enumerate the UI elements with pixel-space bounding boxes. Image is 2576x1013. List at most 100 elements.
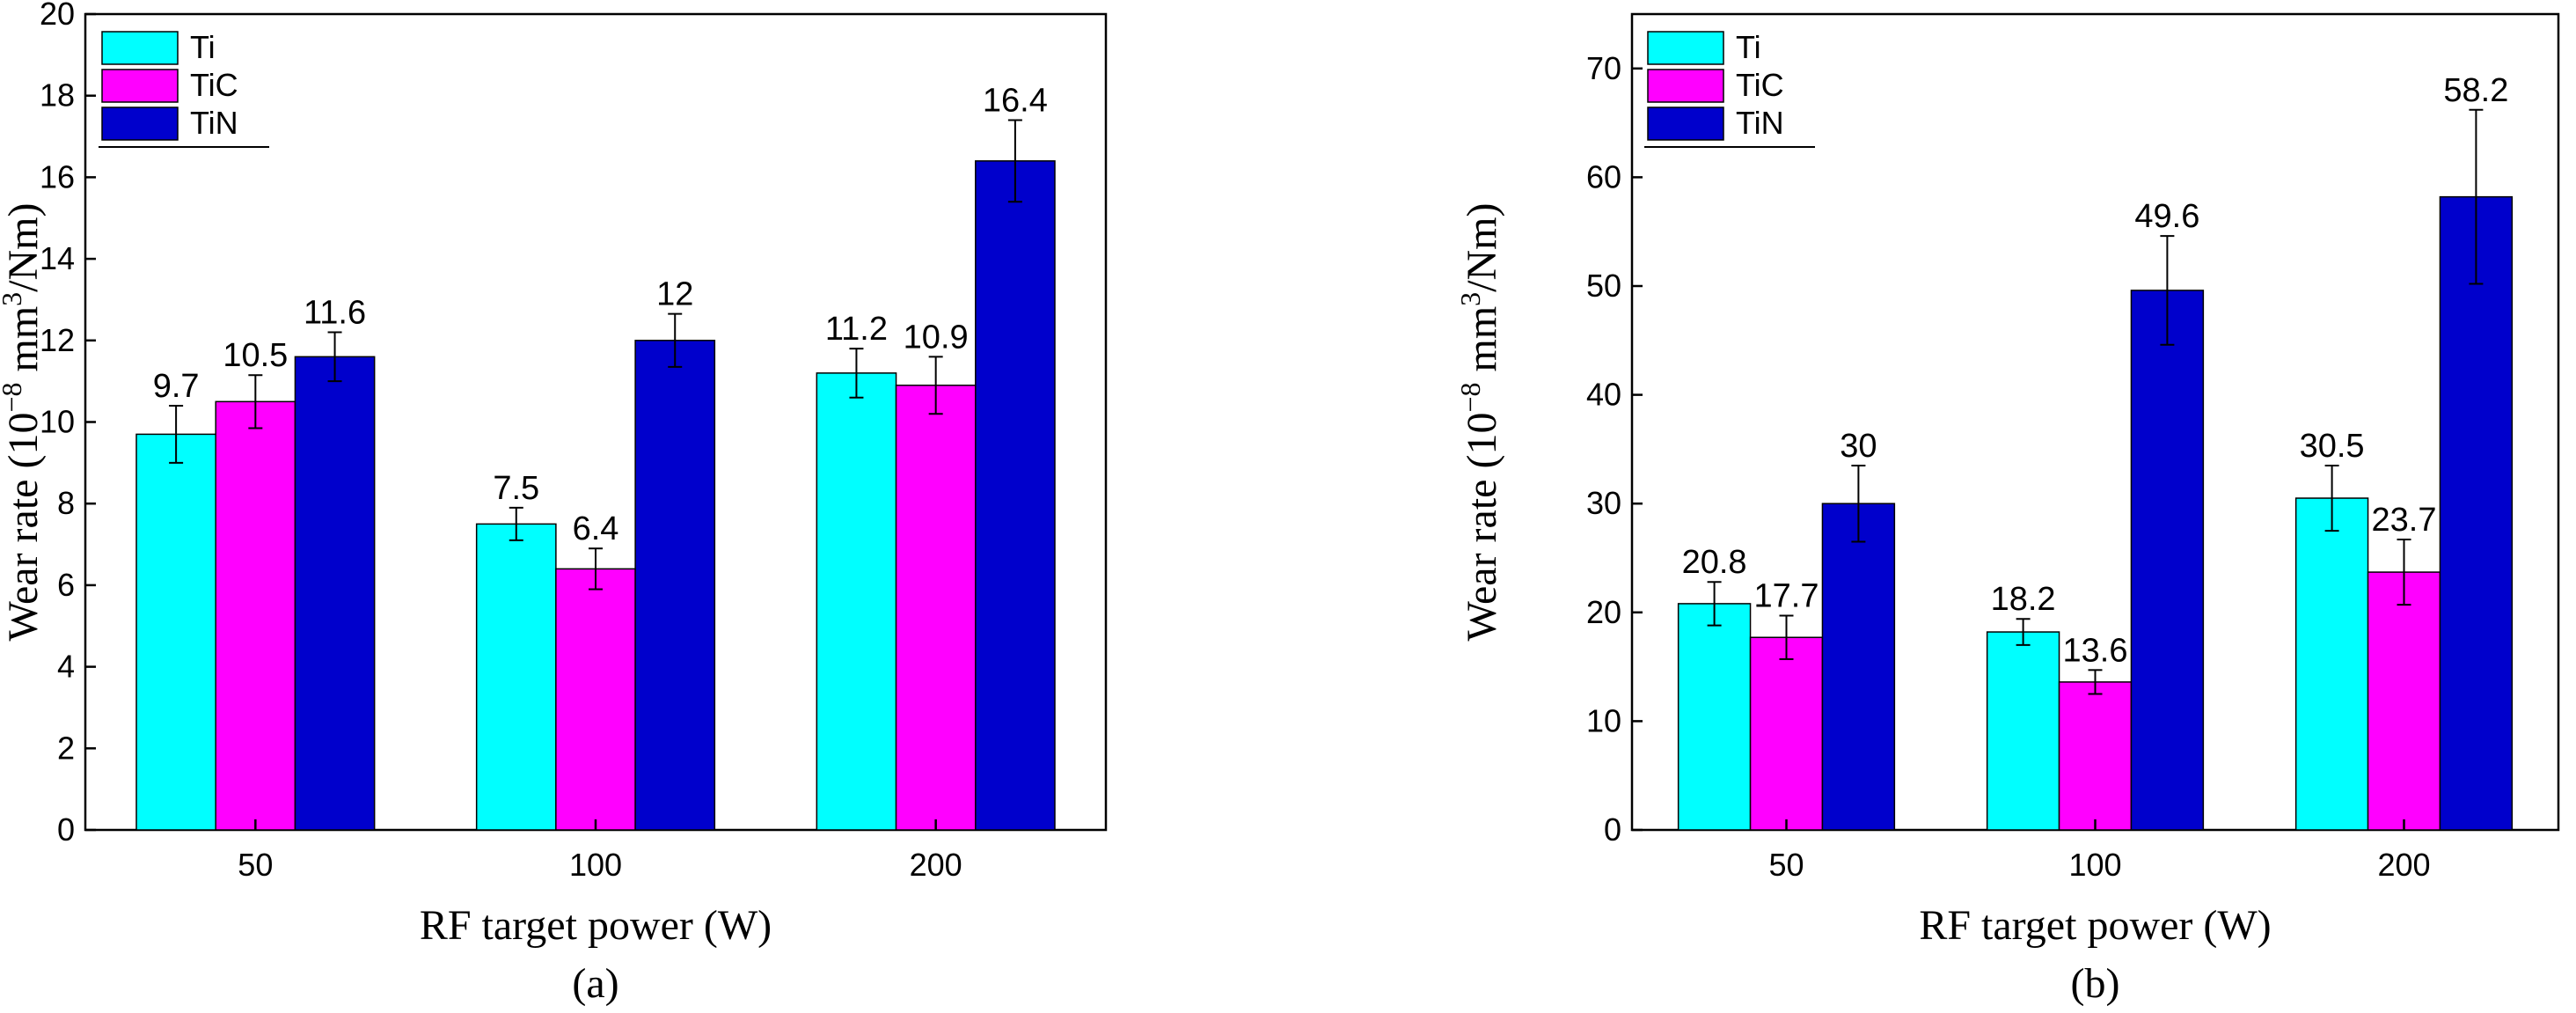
y-tick-label: 0 [57,811,75,848]
x-tick-label: 50 [1768,847,1804,883]
data-label: 11.2 [825,311,888,348]
bar-tic-100 [2058,681,2133,831]
error-bar [1851,464,1866,543]
panel-label: (b) [2071,960,2120,1007]
bars: 20.817.7 30 18.213.6 49.6 30.523.7 58.2 [1677,72,2514,831]
bar-tic-200 [2367,571,2441,831]
bar-tic-200 [895,385,977,831]
y-axis-label-prefix: Wear rate (10 [0,413,47,642]
x-tick-label: 200 [910,847,962,883]
bar-tic-50 [1749,636,1824,831]
bar-ti-100 [1986,631,2060,831]
y-tick-label: 10 [40,404,75,440]
bar-tic-100 [555,568,636,831]
bar-tin-100 [634,340,716,831]
data-label: 49.6 [2134,198,2199,235]
data-label: 11.6 [304,295,366,332]
legend-swatch [101,69,179,103]
y-tick-label: 18 [40,77,75,114]
data-label: 6.4 [573,510,619,547]
error-bar [2397,538,2411,606]
data-label: 13.6 [2063,632,2128,669]
y-tick-label: 0 [1604,811,1621,848]
bar-ti-50 [135,433,216,831]
y-tick-label: 20 [40,0,75,32]
y-tick-label: 14 [40,240,75,276]
legend-item-ti: Ti [1647,29,1761,65]
bars: 9.7 10.5 11.6 7.5 6.4 12 11.2 10.9 16.4 [135,83,1056,831]
legend-swatch [1647,31,1724,65]
x-tick-label: 100 [569,847,622,883]
y-tick-label: 10 [1586,702,1621,738]
legend-swatch [1647,69,1724,103]
data-label: 58.2 [2443,72,2508,109]
y-axis-label-suffix: /Nm) [1459,202,1505,291]
bar-ti-200 [2294,497,2369,831]
error-bar [2324,464,2339,532]
y-tick-label: 50 [1586,268,1621,304]
data-label: 30.5 [2300,428,2365,465]
bar-ti-100 [475,523,557,831]
y-axis-label-exp2: 3 [0,292,27,306]
error-bar [589,547,603,591]
y-tick-label: 4 [57,649,75,685]
bar-tin-200 [2439,195,2514,831]
error-bar [1707,581,1722,627]
y-tick-label: 20 [1586,594,1621,630]
error-bar [1779,614,1794,660]
y-tick-label: 60 [1586,158,1621,195]
panel-label: (a) [572,960,618,1007]
y-tick-label: 70 [1586,50,1621,86]
x-axis-label: RF target power (W) [420,902,772,949]
x-axis-ticks: 50 100 200 [238,819,962,883]
bar-tin-100 [2130,290,2205,831]
data-label: 12 [656,276,693,313]
y-axis-label-mid: mm [1459,306,1505,383]
error-bar [248,374,263,429]
legend-swatch [1647,106,1724,141]
y-tick-label: 12 [40,322,75,358]
data-label: 20.8 [1682,544,1747,581]
error-bar [509,506,523,541]
error-bar [2160,235,2175,346]
y-axis-label: Wear rate (10−8 mm3/Nm) [0,202,47,641]
data-label: 10.5 [223,337,288,374]
bar-tic-50 [215,400,296,831]
y-axis-label-mid: mm [0,306,47,383]
legend-item-tic: TiC [1647,67,1784,103]
y-tick-label: 2 [57,730,75,766]
y-axis-ticks: 0 2 4 6 8 10 12 14 16 18 20 [40,0,96,848]
x-axis-label: RF target power (W) [1919,902,2271,949]
error-bar [2016,618,2031,646]
error-bar [849,348,864,399]
x-axis-ticks: 50 100 200 [1768,819,2431,883]
legend-item-ti: Ti [101,29,216,65]
bar-ti-200 [816,372,897,831]
y-tick-label: 16 [40,158,75,195]
y-axis-label: Wear rate (10−8 mm3/Nm) [1454,202,1505,641]
data-label: 9.7 [153,368,200,405]
error-bar [327,331,342,383]
legend-swatch [101,31,179,65]
bar-tin-200 [975,160,1056,831]
legend-label: Ti [190,29,216,65]
legend-label: Ti [1736,29,1761,65]
data-label: 18.2 [1991,581,2056,618]
error-bar [928,356,943,415]
legend-label: TiC [190,67,238,103]
y-axis-label-exp1: −8 [1454,382,1486,412]
data-label: 10.9 [904,319,969,356]
error-bar [2088,669,2103,695]
error-bar [1007,119,1022,203]
error-bar [668,312,683,368]
x-tick-label: 100 [2068,847,2121,883]
bar-tin-50 [1821,503,1896,831]
legend-item-tic: TiC [101,67,238,103]
data-label: 17.7 [1754,578,1819,615]
data-label: 7.5 [493,470,539,507]
y-tick-label: 8 [57,485,75,521]
